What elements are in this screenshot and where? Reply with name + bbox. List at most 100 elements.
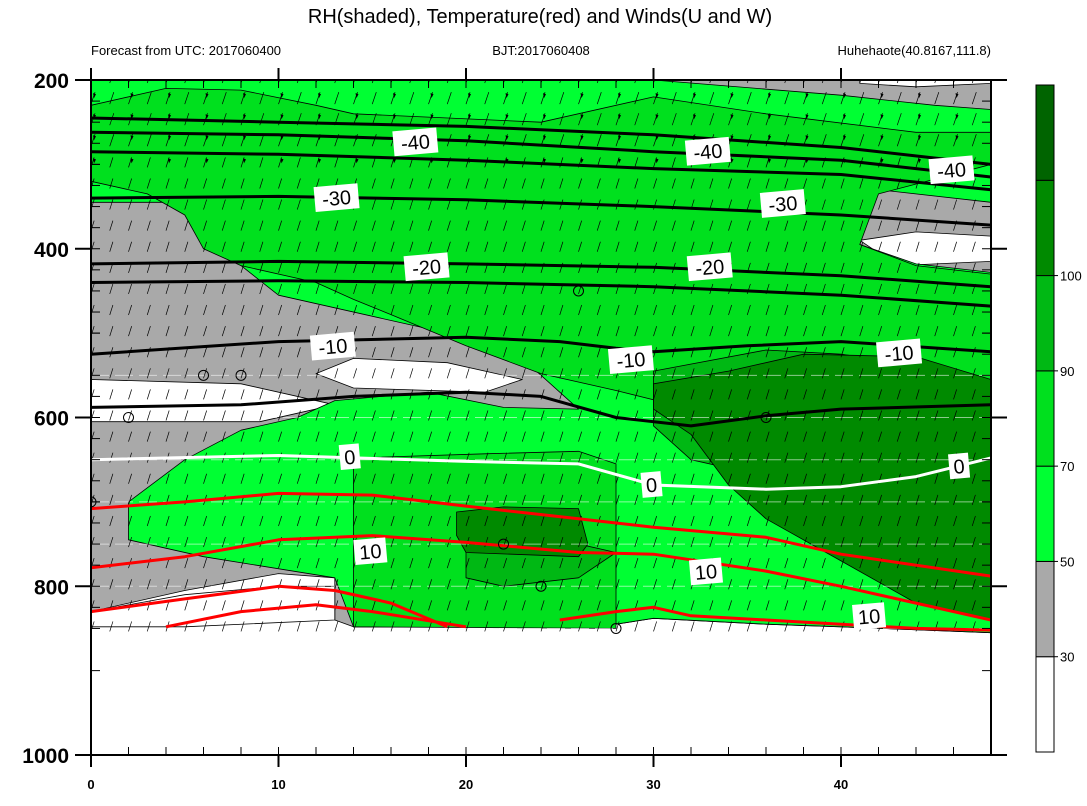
wind-barb <box>596 473 601 484</box>
wind-barb <box>859 431 864 442</box>
wind-barb <box>709 113 715 126</box>
wind-barb <box>971 431 976 442</box>
wind-barb <box>503 368 507 379</box>
wind-barb <box>690 220 695 231</box>
wind-barb <box>859 347 864 358</box>
wind-barb <box>709 621 714 632</box>
wind-barb <box>840 241 845 252</box>
wind-flag <box>805 135 809 141</box>
wind-flag <box>618 93 621 99</box>
wind-barb <box>315 410 320 421</box>
wind-barb <box>803 558 807 569</box>
wind-barb <box>409 178 414 189</box>
wind-barb <box>203 515 207 527</box>
wind-barb <box>371 134 377 147</box>
wind-barb <box>221 536 226 548</box>
wind-barb <box>446 515 451 527</box>
wind-barb <box>840 199 845 210</box>
wind-barb <box>221 91 227 105</box>
wind-barb <box>821 91 827 105</box>
wind-barb <box>521 473 526 484</box>
contour-label-bg <box>759 189 806 218</box>
wind-barb <box>634 304 639 316</box>
wind-barb <box>390 515 395 527</box>
wind-barb <box>615 241 620 252</box>
wind-barb <box>784 241 789 252</box>
wind-barb <box>165 431 170 442</box>
wind-barb <box>428 579 432 590</box>
wind-flag <box>655 114 659 120</box>
wind-barb <box>896 600 901 611</box>
colorbar-tick-label: 70 <box>1060 459 1074 474</box>
wind-barb <box>184 304 189 316</box>
wind-barb <box>746 494 751 505</box>
wind-flag <box>168 158 171 164</box>
wind-barb <box>353 241 357 252</box>
wind-flag <box>431 72 434 77</box>
wind-barb <box>690 326 695 337</box>
wind-barb <box>690 304 695 316</box>
wind-flag <box>880 114 884 120</box>
wind-barb <box>484 368 489 379</box>
wind-barb <box>896 452 901 463</box>
wind-barb <box>109 368 114 379</box>
wind-barb <box>671 304 676 316</box>
wind-barb <box>428 283 432 295</box>
wind-barb <box>690 473 695 484</box>
wind-flag <box>880 135 884 141</box>
wind-flag <box>318 72 321 77</box>
wind-barb <box>878 326 882 337</box>
wind-barb <box>109 241 114 252</box>
wind-barb <box>203 473 207 484</box>
wind-barb <box>315 473 320 484</box>
wind-barb <box>896 410 901 421</box>
wind-barb <box>971 579 976 590</box>
wind-barb <box>278 410 282 421</box>
wind-barb <box>934 473 939 484</box>
contour-label: -40 <box>928 155 975 185</box>
wind-barb <box>803 241 807 252</box>
wind-barb <box>390 431 395 442</box>
wind-barb <box>653 368 657 379</box>
wind-barb <box>484 515 489 527</box>
wind-barb <box>840 515 845 527</box>
wind-barb <box>578 347 582 358</box>
wind-barb <box>709 304 714 316</box>
wind-barb <box>128 410 132 421</box>
wind-barb <box>203 220 207 231</box>
wind-barb <box>971 600 976 611</box>
wind-barb <box>746 91 752 105</box>
wind-barb <box>371 579 376 590</box>
wind-barb <box>521 558 526 569</box>
wind-barb <box>971 262 976 273</box>
wind-barb <box>503 347 507 358</box>
wind-barb <box>971 558 976 569</box>
wind-barb <box>296 304 301 316</box>
wind-flag <box>355 93 359 99</box>
wind-flag <box>468 72 471 77</box>
wind-barb <box>728 220 732 231</box>
wind-barb <box>634 157 639 168</box>
wind-barb <box>746 600 751 611</box>
wind-barb <box>859 494 864 505</box>
wind-barb <box>446 600 451 611</box>
wind-barb <box>296 368 301 379</box>
wind-barb <box>184 199 189 210</box>
wind-barb <box>465 410 470 421</box>
contour-label-text: 0 <box>645 475 658 498</box>
contour-label: -30 <box>759 189 806 218</box>
wind-barb <box>709 600 714 611</box>
wind-barb <box>184 178 189 189</box>
wind-flag <box>430 114 434 120</box>
wind-barb <box>821 536 826 548</box>
wind-barb <box>353 326 357 337</box>
wind-barb <box>165 368 170 379</box>
wind-flag <box>93 158 96 164</box>
wind-barb <box>690 515 695 527</box>
wind-barb <box>915 536 920 548</box>
wind-barb <box>371 262 376 273</box>
wind-barb <box>503 579 507 590</box>
wind-barb <box>109 536 114 548</box>
wind-flag <box>543 72 546 77</box>
wind-barb <box>278 241 282 252</box>
